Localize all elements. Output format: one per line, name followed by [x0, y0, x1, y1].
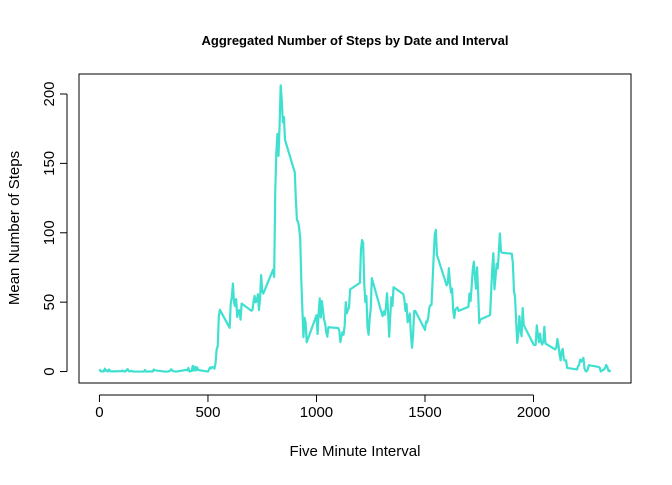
y-tick-label: 150 — [41, 151, 58, 176]
y-tick-label: 100 — [41, 220, 58, 245]
data-line — [98, 84, 612, 373]
x-tick-label: 1000 — [300, 404, 333, 421]
plot-frame — [78, 73, 632, 384]
x-tick-label: 0 — [95, 404, 103, 421]
x-tick-label: 500 — [195, 404, 220, 421]
y-tick-label: 200 — [41, 81, 58, 106]
x-tick-label: 2000 — [517, 404, 550, 421]
chart-title: Aggregated Number of Steps by Date and I… — [201, 33, 508, 48]
x-tick-label: 1500 — [408, 404, 441, 421]
x-axis-label: Five Minute Interval — [290, 443, 421, 460]
y-tick-label: 0 — [41, 367, 58, 375]
y-tick-label: 50 — [41, 294, 58, 311]
y-axis-label: Mean Number of Steps — [6, 151, 23, 305]
